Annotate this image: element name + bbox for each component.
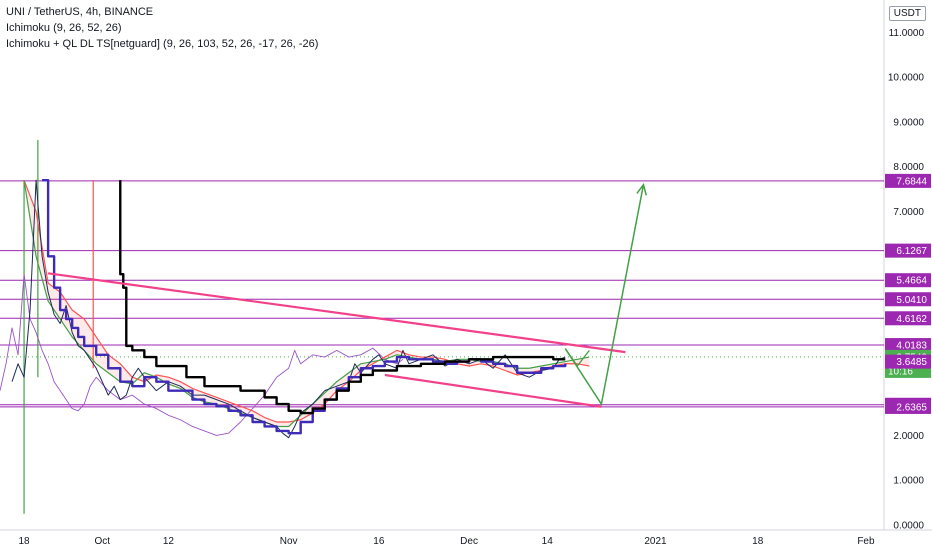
x-tick-label: 12 <box>163 536 175 547</box>
indicator-ichimoku-ql[interactable]: Ichimoku + QL DL TS[netguard] (9, 26, 10… <box>6 38 319 50</box>
y-tick-label: 0.0000 <box>893 521 924 532</box>
currency-badge[interactable]: USDT <box>888 6 926 21</box>
y-tick-label: 10.0000 <box>888 73 925 84</box>
series-chikou <box>0 273 404 436</box>
series-layer <box>0 139 590 514</box>
series-price <box>11 179 566 439</box>
time-axis[interactable]: 18 Oct 12 Nov 16 Dec 14 2021 18 Feb <box>18 536 875 547</box>
x-tick-label: 18 <box>752 536 764 547</box>
y-tick-label: 9.0000 <box>893 117 924 128</box>
y-tick-label: 7.0000 <box>893 207 924 218</box>
level-label-box <box>885 243 931 258</box>
price-label-box <box>885 354 931 369</box>
x-tick-label: Feb <box>857 536 875 547</box>
symbol-title[interactable]: UNI / TetherUS, 4h, BINANCE <box>6 6 154 18</box>
trendlines <box>47 182 648 408</box>
series-kijun <box>119 180 566 415</box>
series-lead-b <box>23 179 590 423</box>
projection-zigzag <box>564 348 590 368</box>
level-label-box <box>885 399 931 414</box>
level-label: 4.6162 <box>896 314 927 325</box>
x-tick-label: 14 <box>542 536 554 547</box>
y-tick-label: 11.0000 <box>889 28 925 39</box>
level-label: 4.0183 <box>896 341 927 352</box>
level-label-box <box>885 173 931 188</box>
level-label: 2.6365 <box>896 402 927 413</box>
trendline[interactable] <box>384 373 602 408</box>
y-tick-label: 2.0000 <box>893 431 924 442</box>
level-label: 6.1267 <box>896 246 927 257</box>
x-tick-label: 18 <box>18 536 30 547</box>
level-label-box <box>885 273 931 288</box>
x-tick-label: 16 <box>373 536 385 547</box>
x-tick-label: Dec <box>460 536 478 547</box>
price-axis[interactable]: 0.0000 1.0000 2.0000 7.0000 8.0000 9.0000 10.0… <box>888 28 925 532</box>
y-tick-label: 1.0000 <box>893 476 924 487</box>
level-label: 5.0410 <box>896 295 927 306</box>
level-label-box <box>885 338 931 353</box>
chart-legend: UNI / TetherUS, 4h, BINANCE Ichimoku (9,… <box>6 4 318 52</box>
level-label-box <box>885 311 931 326</box>
level-label-box <box>885 292 931 307</box>
countdown-label: 10:16 <box>888 366 913 377</box>
price-label: 3.6485 <box>896 357 927 368</box>
x-tick-label: Oct <box>94 536 110 547</box>
level-label: 5.4664 <box>896 276 927 287</box>
grid-layer <box>0 0 932 531</box>
projection-path[interactable] <box>564 184 645 407</box>
projection-arrowhead-icon <box>636 182 648 196</box>
horizontal-levels <box>0 180 884 408</box>
x-tick-label: 2021 <box>644 536 667 547</box>
y-tick-label: 8.0000 <box>893 162 924 173</box>
x-tick-label: Nov <box>280 536 298 547</box>
indicator-ichimoku[interactable]: Ichimoku (9, 26, 52, 26) <box>6 22 122 34</box>
trendline[interactable] <box>47 272 626 354</box>
level-label: 7.6844 <box>896 176 927 187</box>
price-labels: 7.68446.12675.46645.04104.61624.01832.68… <box>885 173 931 414</box>
series-lead-a <box>23 180 590 428</box>
ichimoku-cloud <box>24 180 590 427</box>
